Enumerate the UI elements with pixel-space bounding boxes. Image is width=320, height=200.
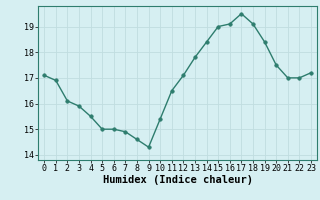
- X-axis label: Humidex (Indice chaleur): Humidex (Indice chaleur): [103, 175, 252, 185]
